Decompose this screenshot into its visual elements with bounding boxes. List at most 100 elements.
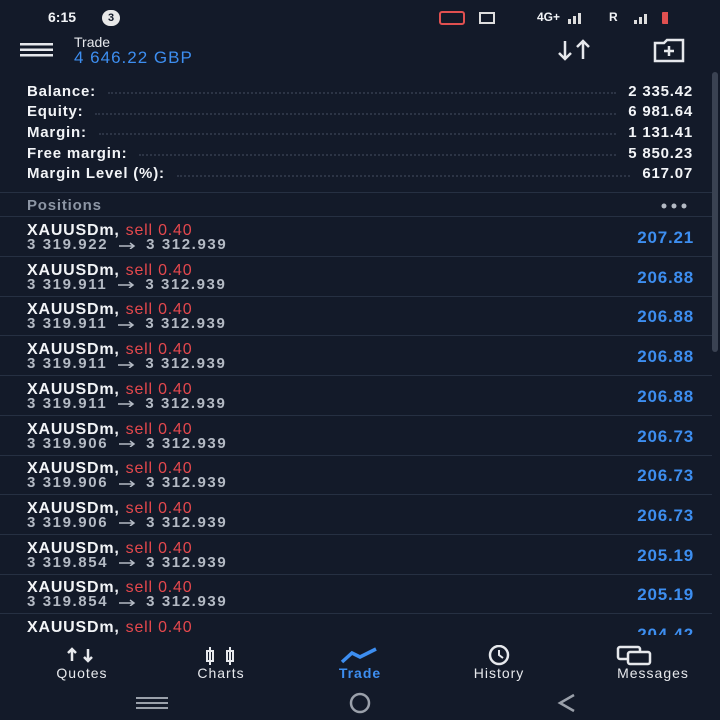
current-price: 3 312.939	[145, 275, 227, 293]
prices: 3 319.854 3 312.939	[27, 554, 227, 571]
dot-leader	[95, 112, 617, 115]
position-row[interactable]: XAUUSDm, sell 0.40 204.42	[0, 614, 712, 635]
position-row[interactable]: XAUUSDm, sell 0.40 3 319.906 3 312.939 206.7…	[0, 455, 712, 496]
arrow	[118, 360, 135, 368]
dot-leader	[139, 154, 617, 157]
prices: 3 319.911 3 312.939	[27, 315, 226, 332]
arrow	[118, 281, 135, 289]
order-side: sell 0.40	[125, 222, 193, 239]
status-time: 6:15	[48, 9, 77, 25]
prices: 3 319.922 3 312.939	[27, 236, 227, 253]
nav-item[interactable]: Quotes	[56, 665, 108, 681]
current-price: 3 312.939	[145, 394, 227, 412]
account-value: 1 131.41	[628, 123, 693, 141]
symbol: XAUUSDm,	[27, 301, 120, 319]
account-value: 6 981.64	[628, 103, 693, 121]
account-row: Equity: 6 981.64	[27, 102, 693, 122]
arrow	[119, 241, 136, 249]
profit: 204.42	[637, 625, 694, 635]
profit: 206.88	[637, 307, 694, 327]
header-balance: 4 646.22 GBP	[74, 48, 193, 67]
profit: 206.88	[637, 386, 694, 406]
symbol: XAUUSDm,	[27, 460, 120, 478]
profit: 206.88	[637, 267, 694, 287]
order-side: sell 0.40	[125, 261, 193, 279]
account-row: Free margin: 5 850.23	[27, 143, 693, 163]
position-title: XAUUSDm, sell 0.40	[27, 460, 192, 478]
arrow	[119, 480, 136, 487]
arrow	[119, 440, 136, 447]
position-row[interactable]: XAUUSDm, sell 0.40 3 319.906 3 312.939 206.7…	[0, 495, 712, 535]
position-row[interactable]: XAUUSDm, sell 0.40 3 319.854 3 312.939 205.1…	[0, 535, 712, 575]
network-type: 4G+	[537, 10, 561, 24]
account-label: Equity:	[27, 103, 84, 121]
open-price: 3 319.911	[27, 355, 108, 373]
position-title: XAUUSDm, sell 0.40	[27, 341, 192, 359]
prices: 3 319.911 3 312.939	[27, 355, 226, 372]
dot-leader	[98, 133, 617, 136]
prices: 3 319.906 3 312.939	[27, 474, 227, 491]
symbol: XAUUSDm,	[27, 341, 120, 359]
new-order-button[interactable]	[652, 38, 688, 64]
nav-item[interactable]: History	[473, 665, 525, 681]
nav-item[interactable]: Messages	[617, 665, 689, 681]
prices: 3 319.911 3 312.939	[27, 395, 226, 412]
order-side: sell 0.40	[125, 460, 193, 478]
positions-more[interactable]	[660, 202, 692, 210]
order-side: sell 0.40	[125, 499, 193, 517]
symbol: XAUUSDm,	[27, 380, 120, 398]
position-title: XAUUSDm, sell 0.40	[27, 619, 192, 635]
current-price: 3 312.939	[146, 513, 228, 531]
position-row[interactable]: XAUUSDm, sell 0.40 3 319.911 3 312.939 206.8…	[0, 257, 712, 297]
position-row[interactable]: XAUUSDm, sell 0.40 3 319.911 3 312.939 206.8…	[0, 296, 712, 337]
symbol: XAUUSDm,	[27, 619, 120, 635]
position-title: XAUUSDm, sell 0.40	[27, 540, 192, 558]
position-row[interactable]: XAUUSDm, sell 0.40 3 319.922 3 312.939 207.2…	[0, 217, 712, 257]
symbol: XAUUSDm,	[27, 499, 120, 517]
status-icons	[439, 11, 668, 25]
positions-title: Positions	[27, 197, 102, 214]
divider	[0, 216, 712, 217]
symbol: XAUUSDm,	[27, 539, 120, 557]
order-side: sell 0.40	[125, 301, 193, 319]
position-row[interactable]: XAUUSDm, sell 0.40 3 319.906 3 312.939 206.7…	[0, 416, 712, 456]
position-row[interactable]: XAUUSDm, sell 0.40 3 319.911 3 312.939 206.8…	[0, 376, 712, 416]
open-price: 3 319.922	[27, 236, 109, 253]
open-price: 3 319.911	[27, 275, 108, 293]
current-price: 3 312.939	[146, 434, 228, 452]
open-price: 3 319.854	[27, 593, 109, 611]
profit: 206.88	[637, 347, 694, 367]
account-label: Balance:	[27, 82, 96, 100]
account-value: 5 850.23	[628, 144, 693, 162]
order-side: sell 0.40	[125, 341, 193, 359]
account-row: Margin: 1 131.41	[27, 122, 693, 142]
order-side: sell 0.40	[125, 380, 193, 398]
nav-item[interactable]: Charts	[197, 665, 245, 681]
open-price: 3 319.906	[27, 474, 109, 492]
order-side: sell 0.40	[125, 539, 193, 557]
profit: 207.21	[637, 228, 694, 247]
current-price: 3 312.939	[146, 593, 228, 611]
arrow	[119, 519, 136, 527]
scrollbar	[712, 72, 718, 352]
position-title: XAUUSDm, sell 0.40	[27, 500, 192, 518]
account-row: Margin Level (%): 617.07	[27, 164, 693, 184]
sort-button[interactable]	[556, 38, 598, 62]
menu-button[interactable]	[20, 42, 54, 58]
roaming: R	[609, 10, 618, 24]
open-price: 3 319.906	[27, 513, 109, 531]
order-side: sell 0.40	[125, 420, 193, 438]
open-price: 3 319.911	[27, 394, 108, 412]
position-row[interactable]: XAUUSDm, sell 0.40 3 319.854 3 312.939 205.1…	[0, 574, 712, 615]
current-price: 3 312.939	[146, 474, 228, 492]
prices: 3 319.911 3 312.939	[27, 276, 226, 293]
account-row: Balance: 2 335.42	[27, 81, 693, 101]
arrow	[119, 559, 136, 567]
open-price: 3 319.911	[27, 315, 108, 333]
nav-icons	[67, 645, 652, 666]
account-label: Margin:	[27, 123, 87, 141]
position-row[interactable]: XAUUSDm, sell 0.40 3 319.911 3 312.939 206.8…	[0, 336, 712, 377]
profit: 205.19	[637, 545, 694, 565]
nav-item[interactable]: Trade	[338, 665, 382, 681]
